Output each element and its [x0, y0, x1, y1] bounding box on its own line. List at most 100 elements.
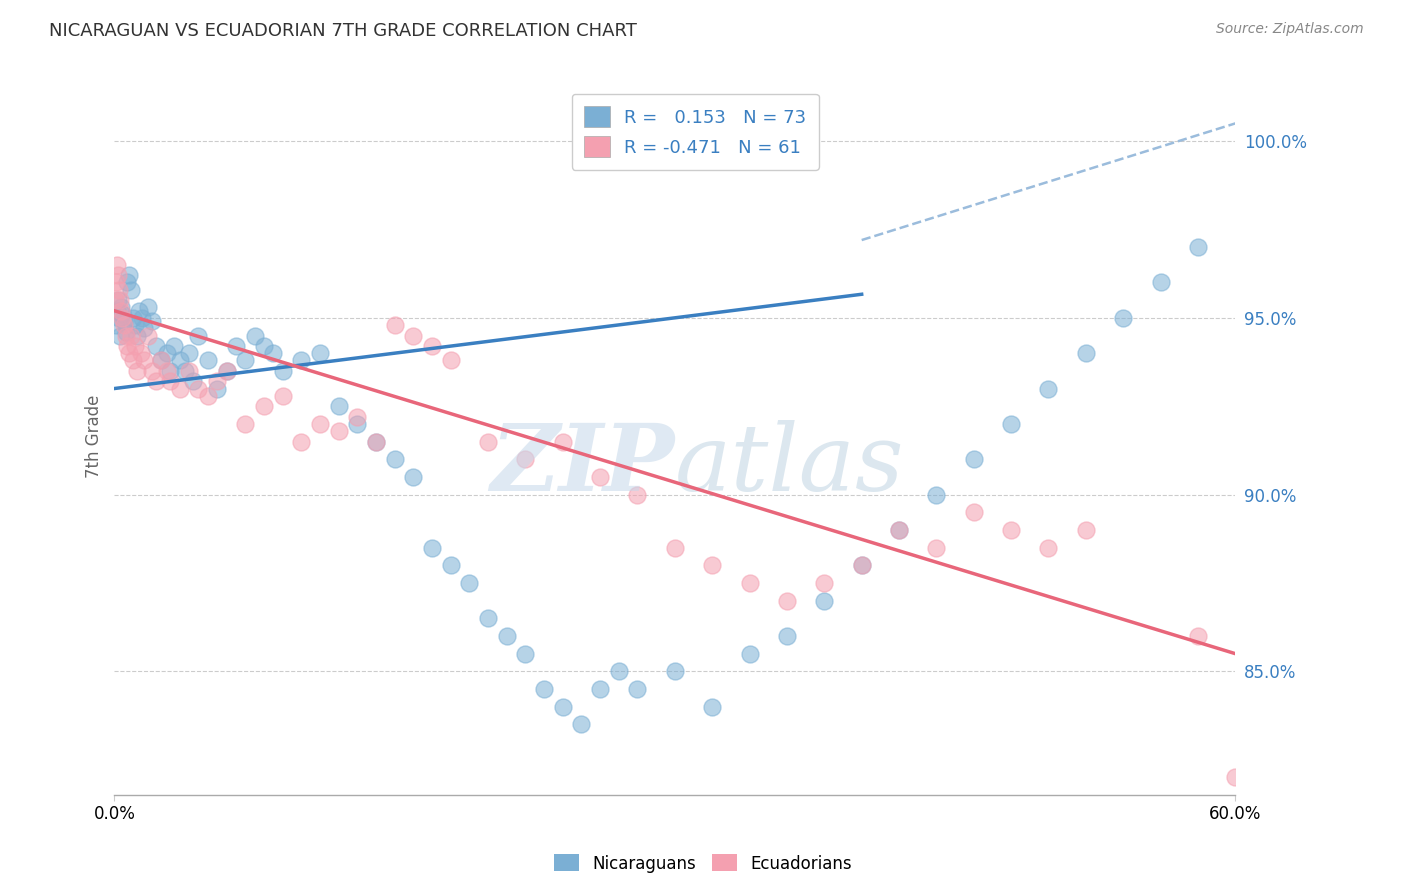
Point: [738, 647, 761, 661]
Point: [458, 576, 481, 591]
Point: [179, 346, 201, 360]
Point: [813, 576, 835, 591]
Point: [150, 353, 173, 368]
Point: [145, 339, 167, 353]
Point: [197, 353, 219, 368]
Point: [107, 293, 129, 307]
Point: [108, 310, 131, 325]
Legend: Nicaraguans, Ecuadorians: Nicaraguans, Ecuadorians: [547, 847, 859, 880]
Point: [163, 339, 186, 353]
Point: [181, 375, 204, 389]
Point: [112, 318, 135, 332]
Point: [110, 303, 132, 318]
Point: [384, 318, 406, 332]
Point: [702, 699, 724, 714]
Text: NICARAGUAN VS ECUADORIAN 7TH GRADE CORRELATION CHART: NICARAGUAN VS ECUADORIAN 7TH GRADE CORRE…: [49, 22, 637, 40]
Point: [664, 541, 686, 555]
Point: [309, 417, 332, 431]
Point: [114, 328, 136, 343]
Point: [440, 558, 463, 573]
Point: [117, 339, 139, 353]
Point: [125, 328, 148, 343]
Point: [963, 505, 986, 519]
Point: [117, 276, 139, 290]
Point: [136, 328, 159, 343]
Point: [1149, 276, 1171, 290]
Point: [136, 300, 159, 314]
Point: [495, 629, 517, 643]
Point: [134, 321, 156, 335]
Point: [169, 382, 191, 396]
Point: [145, 375, 167, 389]
Point: [664, 665, 686, 679]
Point: [290, 434, 312, 449]
Point: [179, 364, 201, 378]
Point: [515, 647, 537, 661]
Point: [134, 353, 156, 368]
Point: [124, 339, 146, 353]
Point: [159, 364, 181, 378]
Point: [131, 310, 153, 325]
Point: [309, 346, 332, 360]
Point: [776, 593, 799, 607]
Point: [105, 303, 128, 318]
Point: [243, 328, 266, 343]
Point: [108, 293, 131, 307]
Point: [107, 268, 129, 283]
Point: [626, 487, 648, 501]
Point: [925, 487, 948, 501]
Legend: R =   0.153   N = 73, R = -0.471   N = 61: R = 0.153 N = 73, R = -0.471 N = 61: [572, 94, 818, 169]
Point: [129, 346, 152, 360]
Point: [118, 346, 141, 360]
Y-axis label: 7th Grade: 7th Grade: [86, 394, 103, 478]
Point: [515, 452, 537, 467]
Point: [1225, 771, 1247, 785]
Point: [112, 314, 135, 328]
Point: [851, 558, 873, 573]
Point: [1074, 523, 1097, 537]
Point: [477, 434, 499, 449]
Point: [233, 417, 256, 431]
Point: [963, 452, 986, 467]
Point: [571, 717, 593, 731]
Point: [589, 470, 612, 484]
Point: [1112, 310, 1135, 325]
Point: [887, 523, 910, 537]
Point: [105, 318, 128, 332]
Point: [290, 353, 312, 368]
Point: [402, 470, 425, 484]
Point: [105, 276, 128, 290]
Point: [1074, 346, 1097, 360]
Point: [122, 353, 145, 368]
Point: [346, 409, 368, 424]
Point: [110, 300, 132, 314]
Point: [477, 611, 499, 625]
Point: [111, 307, 134, 321]
Point: [384, 452, 406, 467]
Point: [1000, 523, 1022, 537]
Point: [1187, 240, 1209, 254]
Point: [1038, 541, 1060, 555]
Text: Source: ZipAtlas.com: Source: ZipAtlas.com: [1216, 22, 1364, 37]
Point: [253, 339, 276, 353]
Point: [141, 314, 163, 328]
Point: [124, 318, 146, 332]
Point: [141, 364, 163, 378]
Point: [607, 665, 630, 679]
Point: [364, 434, 387, 449]
Point: [104, 293, 127, 307]
Point: [262, 346, 284, 360]
Point: [205, 382, 228, 396]
Point: [702, 558, 724, 573]
Text: atlas: atlas: [675, 420, 904, 510]
Point: [533, 681, 555, 696]
Point: [169, 353, 191, 368]
Point: [589, 681, 612, 696]
Point: [108, 328, 131, 343]
Point: [156, 346, 179, 360]
Point: [420, 541, 443, 555]
Point: [225, 339, 247, 353]
Point: [111, 310, 134, 325]
Point: [346, 417, 368, 431]
Point: [156, 364, 179, 378]
